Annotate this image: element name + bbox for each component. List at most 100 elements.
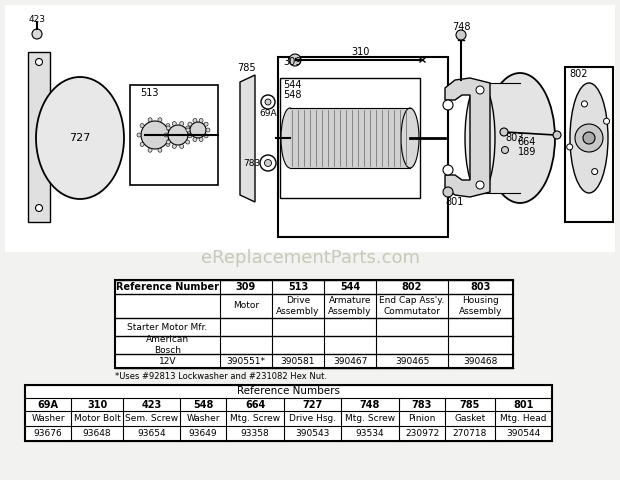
Text: 93676: 93676 bbox=[33, 429, 63, 438]
Text: 803: 803 bbox=[506, 133, 524, 143]
Circle shape bbox=[188, 134, 192, 138]
Text: 390581: 390581 bbox=[281, 357, 315, 365]
Text: Pinion: Pinion bbox=[409, 414, 436, 423]
Circle shape bbox=[193, 119, 197, 122]
Text: Drive
Assembly: Drive Assembly bbox=[277, 296, 320, 316]
Circle shape bbox=[137, 133, 141, 137]
Text: 390543: 390543 bbox=[295, 429, 330, 438]
Ellipse shape bbox=[401, 108, 419, 168]
Circle shape bbox=[164, 133, 168, 137]
Circle shape bbox=[603, 118, 609, 124]
Text: Armature
Assembly: Armature Assembly bbox=[328, 296, 372, 316]
Text: 785: 785 bbox=[237, 63, 256, 73]
Text: 548: 548 bbox=[193, 399, 213, 409]
Text: 513: 513 bbox=[288, 282, 308, 292]
Circle shape bbox=[265, 99, 271, 105]
Circle shape bbox=[186, 140, 190, 144]
Text: 423: 423 bbox=[29, 14, 45, 24]
Ellipse shape bbox=[465, 83, 495, 193]
Circle shape bbox=[443, 187, 453, 197]
Text: 727: 727 bbox=[69, 133, 91, 143]
Bar bbox=[5, 5, 615, 252]
Circle shape bbox=[443, 165, 453, 175]
Text: 801: 801 bbox=[513, 399, 534, 409]
Circle shape bbox=[166, 123, 170, 128]
Ellipse shape bbox=[36, 77, 124, 199]
Text: 69A: 69A bbox=[259, 109, 277, 119]
Text: 803: 803 bbox=[471, 282, 490, 292]
Text: 270718: 270718 bbox=[453, 429, 487, 438]
Circle shape bbox=[166, 140, 170, 144]
Text: 783: 783 bbox=[412, 399, 432, 409]
Bar bbox=[290, 108, 410, 168]
Circle shape bbox=[35, 59, 43, 65]
Circle shape bbox=[140, 123, 144, 128]
Text: 309: 309 bbox=[236, 282, 256, 292]
Circle shape bbox=[204, 122, 208, 126]
Text: 390468: 390468 bbox=[463, 357, 498, 365]
Circle shape bbox=[456, 30, 466, 40]
Text: 93534: 93534 bbox=[356, 429, 384, 438]
Text: Mtg. Head: Mtg. Head bbox=[500, 414, 547, 423]
Circle shape bbox=[32, 29, 42, 39]
Text: *Uses #92813 Lockwasher and #231082 Hex Nut.: *Uses #92813 Lockwasher and #231082 Hex … bbox=[115, 372, 327, 381]
Circle shape bbox=[166, 143, 170, 146]
Circle shape bbox=[582, 101, 588, 107]
Circle shape bbox=[204, 134, 208, 138]
Text: 390551*: 390551* bbox=[226, 357, 265, 365]
Circle shape bbox=[186, 128, 190, 132]
Circle shape bbox=[140, 143, 144, 146]
Circle shape bbox=[199, 119, 203, 122]
Text: Mtg. Screw: Mtg. Screw bbox=[230, 414, 280, 423]
Text: 230972: 230972 bbox=[405, 429, 439, 438]
Circle shape bbox=[260, 155, 276, 171]
Circle shape bbox=[500, 128, 508, 136]
Circle shape bbox=[265, 159, 272, 167]
Text: 93358: 93358 bbox=[241, 429, 269, 438]
Text: American
Bosch: American Bosch bbox=[146, 336, 189, 355]
Text: Mtg. Screw: Mtg. Screw bbox=[345, 414, 395, 423]
Text: 310: 310 bbox=[87, 399, 107, 409]
Circle shape bbox=[186, 126, 190, 130]
Text: 93654: 93654 bbox=[137, 429, 166, 438]
Polygon shape bbox=[240, 75, 255, 202]
Polygon shape bbox=[445, 78, 490, 197]
Circle shape bbox=[172, 121, 176, 126]
Text: 390467: 390467 bbox=[333, 357, 367, 365]
Circle shape bbox=[193, 137, 197, 142]
Circle shape bbox=[553, 131, 561, 139]
Text: 802: 802 bbox=[569, 69, 588, 79]
Text: 727: 727 bbox=[303, 399, 322, 409]
Circle shape bbox=[172, 144, 176, 148]
Text: Gasket: Gasket bbox=[454, 414, 485, 423]
Bar bbox=[565, 67, 613, 222]
Circle shape bbox=[261, 95, 275, 109]
Circle shape bbox=[141, 121, 169, 149]
Circle shape bbox=[443, 100, 453, 110]
Text: 189: 189 bbox=[518, 147, 536, 157]
Circle shape bbox=[206, 128, 210, 132]
Text: Housing
Assembly: Housing Assembly bbox=[459, 296, 502, 316]
Text: 664: 664 bbox=[518, 137, 536, 147]
Text: Motor: Motor bbox=[233, 301, 259, 311]
Text: Motor Bolt: Motor Bolt bbox=[74, 414, 120, 423]
Circle shape bbox=[199, 137, 203, 142]
Text: Reference Numbers: Reference Numbers bbox=[237, 386, 340, 396]
Text: 69A: 69A bbox=[37, 399, 58, 409]
Circle shape bbox=[190, 122, 206, 138]
Bar bbox=[115, 280, 513, 368]
Circle shape bbox=[148, 118, 152, 122]
Circle shape bbox=[169, 133, 173, 137]
Circle shape bbox=[502, 146, 508, 154]
Text: 93648: 93648 bbox=[82, 429, 112, 438]
Circle shape bbox=[148, 148, 152, 152]
Circle shape bbox=[158, 118, 162, 122]
Text: 801: 801 bbox=[446, 197, 464, 207]
Bar bbox=[480, 83, 525, 193]
Text: 748: 748 bbox=[452, 22, 470, 32]
Text: 513: 513 bbox=[140, 88, 159, 98]
Bar bbox=[278, 57, 448, 237]
Circle shape bbox=[180, 144, 184, 148]
Text: Washer: Washer bbox=[31, 414, 64, 423]
Bar bbox=[25, 385, 552, 441]
